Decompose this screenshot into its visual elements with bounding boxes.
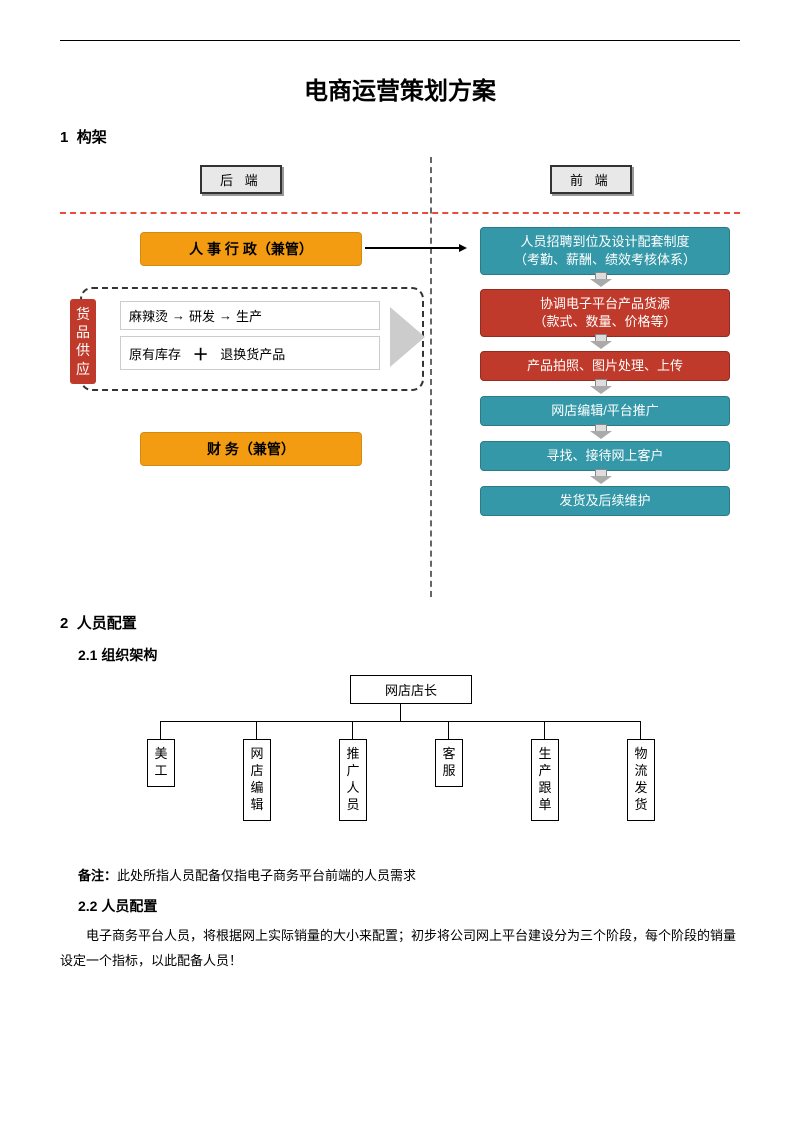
big-arrow-icon	[390, 307, 425, 367]
down-arrow-1	[590, 272, 610, 286]
supply-row-1: 麻辣烫 研发 生产	[120, 301, 380, 330]
architecture-flowchart: 后 端 前 端 人 事 行 政（兼管） 人员招聘到位及设计配套制度 （考勤、薪酬…	[60, 157, 740, 597]
front-box-6: 发货及后续维护	[480, 486, 730, 516]
plus-icon	[193, 341, 209, 365]
note-text: 此处所指人员配备仅指电子商务平台前端的人员需求	[117, 868, 416, 883]
org-child: 网店编辑	[243, 739, 271, 821]
section-2-num: 2	[60, 615, 68, 632]
front-box-5: 寻找、接待网上客户	[480, 441, 730, 471]
section-2-1-title: 2.1 组织架构	[78, 645, 740, 665]
arrow-hr-to-front	[365, 247, 465, 249]
front-box-2: 协调电子平台产品货源 （款式、数量、价格等）	[480, 289, 730, 337]
supply-label: 货品供应	[70, 299, 96, 384]
org-child: 生产跟单	[531, 739, 559, 821]
hr-admin-box: 人 事 行 政（兼管）	[140, 232, 362, 266]
backend-label: 后 端	[200, 165, 282, 194]
section-2-title: 2 人员配置	[60, 612, 740, 633]
finance-box: 财 务（兼管）	[140, 432, 362, 466]
note-label: 备注：	[78, 868, 117, 883]
body-paragraph: 电子商务平台人员，将根据网上实际销量的大小来配置；初步将公司网上平台建设分为三个…	[60, 924, 740, 973]
org-child: 客服	[435, 739, 463, 787]
arrow-icon	[219, 308, 232, 323]
top-rule	[60, 40, 740, 41]
front-box-4: 网店编辑/平台推广	[480, 396, 730, 426]
red-dashed-line	[60, 212, 740, 214]
section-1-title: 1 构架	[60, 126, 740, 147]
org-child: 推广人员	[339, 739, 367, 821]
org-child: 美工	[147, 739, 175, 787]
note: 备注：此处所指人员配备仅指电子商务平台前端的人员需求	[78, 865, 740, 884]
frontend-label: 前 端	[550, 165, 632, 194]
down-arrow-2	[590, 334, 610, 348]
page-title: 电商运营策划方案	[60, 71, 740, 106]
down-arrow-3	[590, 379, 610, 393]
vertical-divider	[430, 157, 432, 597]
section-2-2-title: 2.2 人员配置	[78, 896, 740, 916]
down-arrow-5	[590, 469, 610, 483]
arrow-icon	[172, 308, 185, 323]
org-root: 网店店长	[350, 675, 472, 704]
section-1-text: 构架	[77, 129, 107, 146]
org-chart: 网店店长 美工 网店编辑 推广人员 客服 生产跟单 物流发货	[120, 675, 680, 855]
front-box-3: 产品拍照、图片处理、上传	[480, 351, 730, 381]
section-2-text: 人员配置	[77, 615, 137, 632]
supply-row-2: 原有库存 退换货产品	[120, 336, 380, 370]
down-arrow-4	[590, 424, 610, 438]
section-1-num: 1	[60, 129, 68, 146]
supply-rows: 麻辣烫 研发 生产 原有库存 退换货产品	[120, 295, 380, 376]
front-box-1: 人员招聘到位及设计配套制度 （考勤、薪酬、绩效考核体系）	[480, 227, 730, 275]
org-child: 物流发货	[627, 739, 655, 821]
